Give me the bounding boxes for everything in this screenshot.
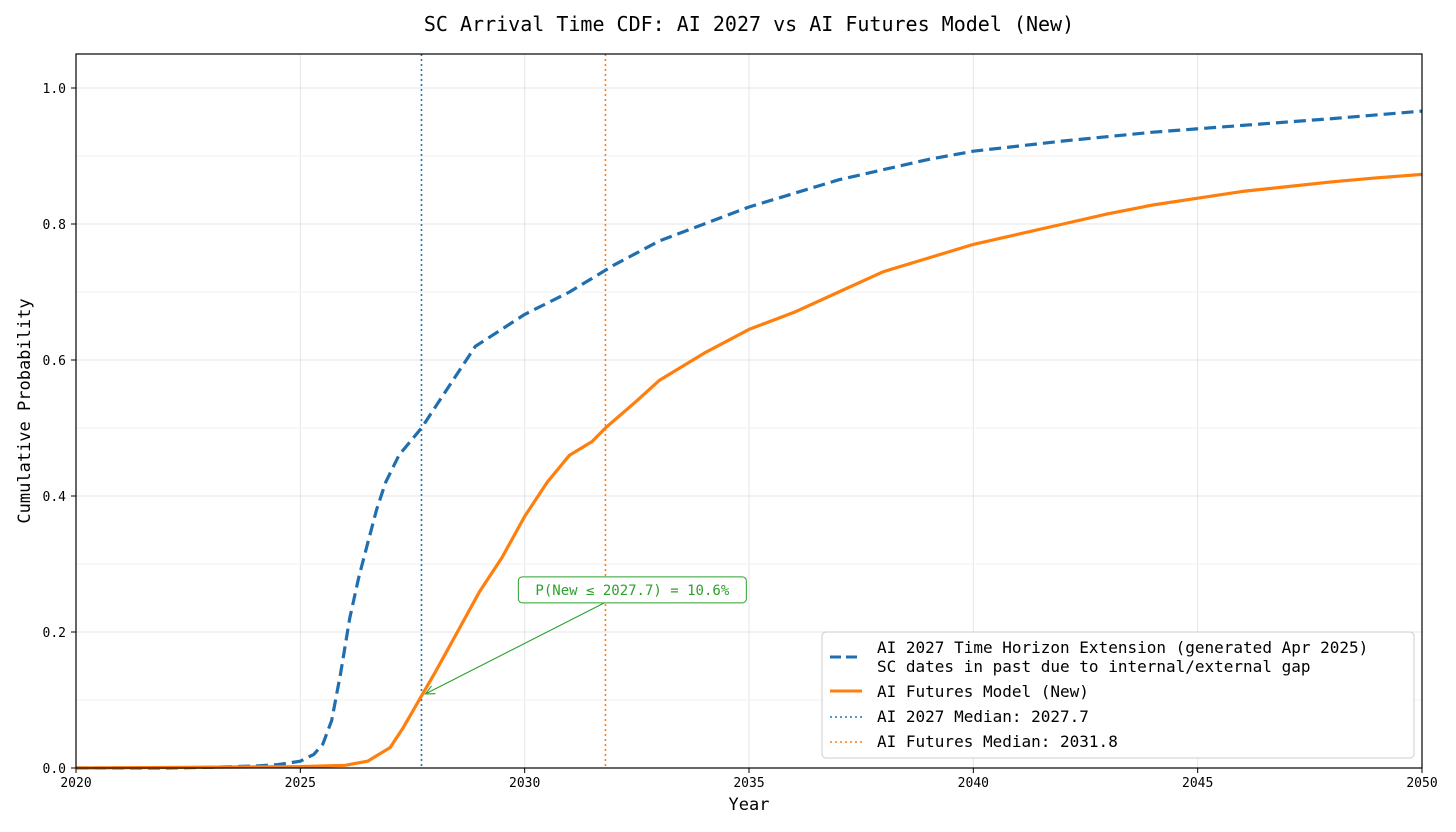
legend-label-ai-futures-median: AI Futures Median: 2031.8: [877, 732, 1118, 751]
x-tick-label: 2035: [733, 776, 764, 791]
y-tick-label: 0.8: [43, 218, 66, 233]
y-tick-label: 0.0: [43, 762, 66, 777]
chart-title: SC Arrival Time CDF: AI 2027 vs AI Futur…: [424, 12, 1074, 36]
legend-label-ai2027-line1: AI 2027 Time Horizon Extension (generate…: [877, 638, 1368, 657]
x-axis-ticks: 2020 2025 2030 2035 2040 2045 2050: [60, 768, 1438, 791]
legend-label-ai2027-line2: SC dates in past due to internal/externa…: [877, 657, 1310, 676]
series-line-ai2027: [76, 109, 1423, 770]
x-axis-label: Year: [729, 795, 770, 815]
annotation: P(New ≤ 2027.7) = 10.6%: [424, 576, 747, 695]
annotation-box: [517, 576, 747, 604]
legend-label-ai-futures: AI Futures Model (New): [877, 682, 1089, 701]
y-tick-label: 0.6: [43, 354, 66, 369]
annotation-arrow-head: [424, 685, 436, 695]
series-lines: [75, 109, 1423, 770]
series-line-ai-futures: [75, 172, 1423, 770]
x-tick-label: 2045: [1182, 776, 1213, 791]
y-tick-label: 0.4: [43, 490, 67, 505]
legend: AI 2027 Time Horizon Extension (generate…: [821, 631, 1415, 759]
x-tick-label: 2025: [285, 776, 316, 791]
reference-lines: [420, 54, 607, 768]
y-tick-label: 0.2: [43, 626, 66, 641]
x-tick-label: 2020: [60, 776, 91, 791]
annotation-arrow: [425, 602, 605, 695]
y-axis-ticks: 0.0 0.2 0.4 0.6 0.8 1.0: [43, 82, 76, 777]
legend-label-ai2027-median: AI 2027 Median: 2027.7: [877, 707, 1089, 726]
x-tick-label: 2040: [958, 776, 989, 791]
x-tick-label: 2030: [509, 776, 540, 791]
y-axis-label: Cumulative Probability: [15, 298, 35, 523]
legend-box: [821, 631, 1415, 759]
x-tick-label: 2050: [1406, 776, 1437, 791]
annotation-text: P(New ≤ 2027.7) = 10.6%: [535, 583, 729, 599]
y-tick-label: 1.0: [43, 82, 66, 97]
